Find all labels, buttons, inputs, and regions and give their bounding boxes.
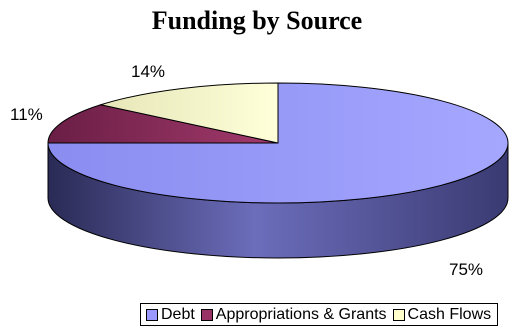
data-label-debt: 75%	[449, 260, 484, 279]
pie-slice-appropriations-grants	[47, 104, 279, 144]
legend-item-debt: Debt	[146, 306, 195, 324]
legend-label-appropriations-grants: Appropriations & Grants	[215, 305, 387, 323]
legend-swatch-cash-flows	[392, 308, 405, 321]
legend-item-cash-flows: Cash Flows	[392, 305, 492, 324]
legend-swatch-appropriations-grants	[200, 308, 213, 321]
data-label-cash-flows: 14%	[131, 62, 166, 81]
data-label-appropriations-grants: 11%	[10, 105, 43, 124]
pie-slice-cash-flows	[98, 82, 279, 144]
chart-legend: Debt Appropriations & Grants Cash Flows	[140, 303, 498, 326]
chart-title: Funding by Source	[151, 6, 363, 35]
legend-label-cash-flows: Cash Flows	[407, 305, 492, 323]
pie-slice-debt	[47, 82, 509, 204]
legend-swatch-debt	[146, 308, 158, 321]
legend-label-debt: Debt	[161, 305, 195, 323]
legend-item-appropriations-grants: Appropriations & Grants	[200, 305, 387, 324]
